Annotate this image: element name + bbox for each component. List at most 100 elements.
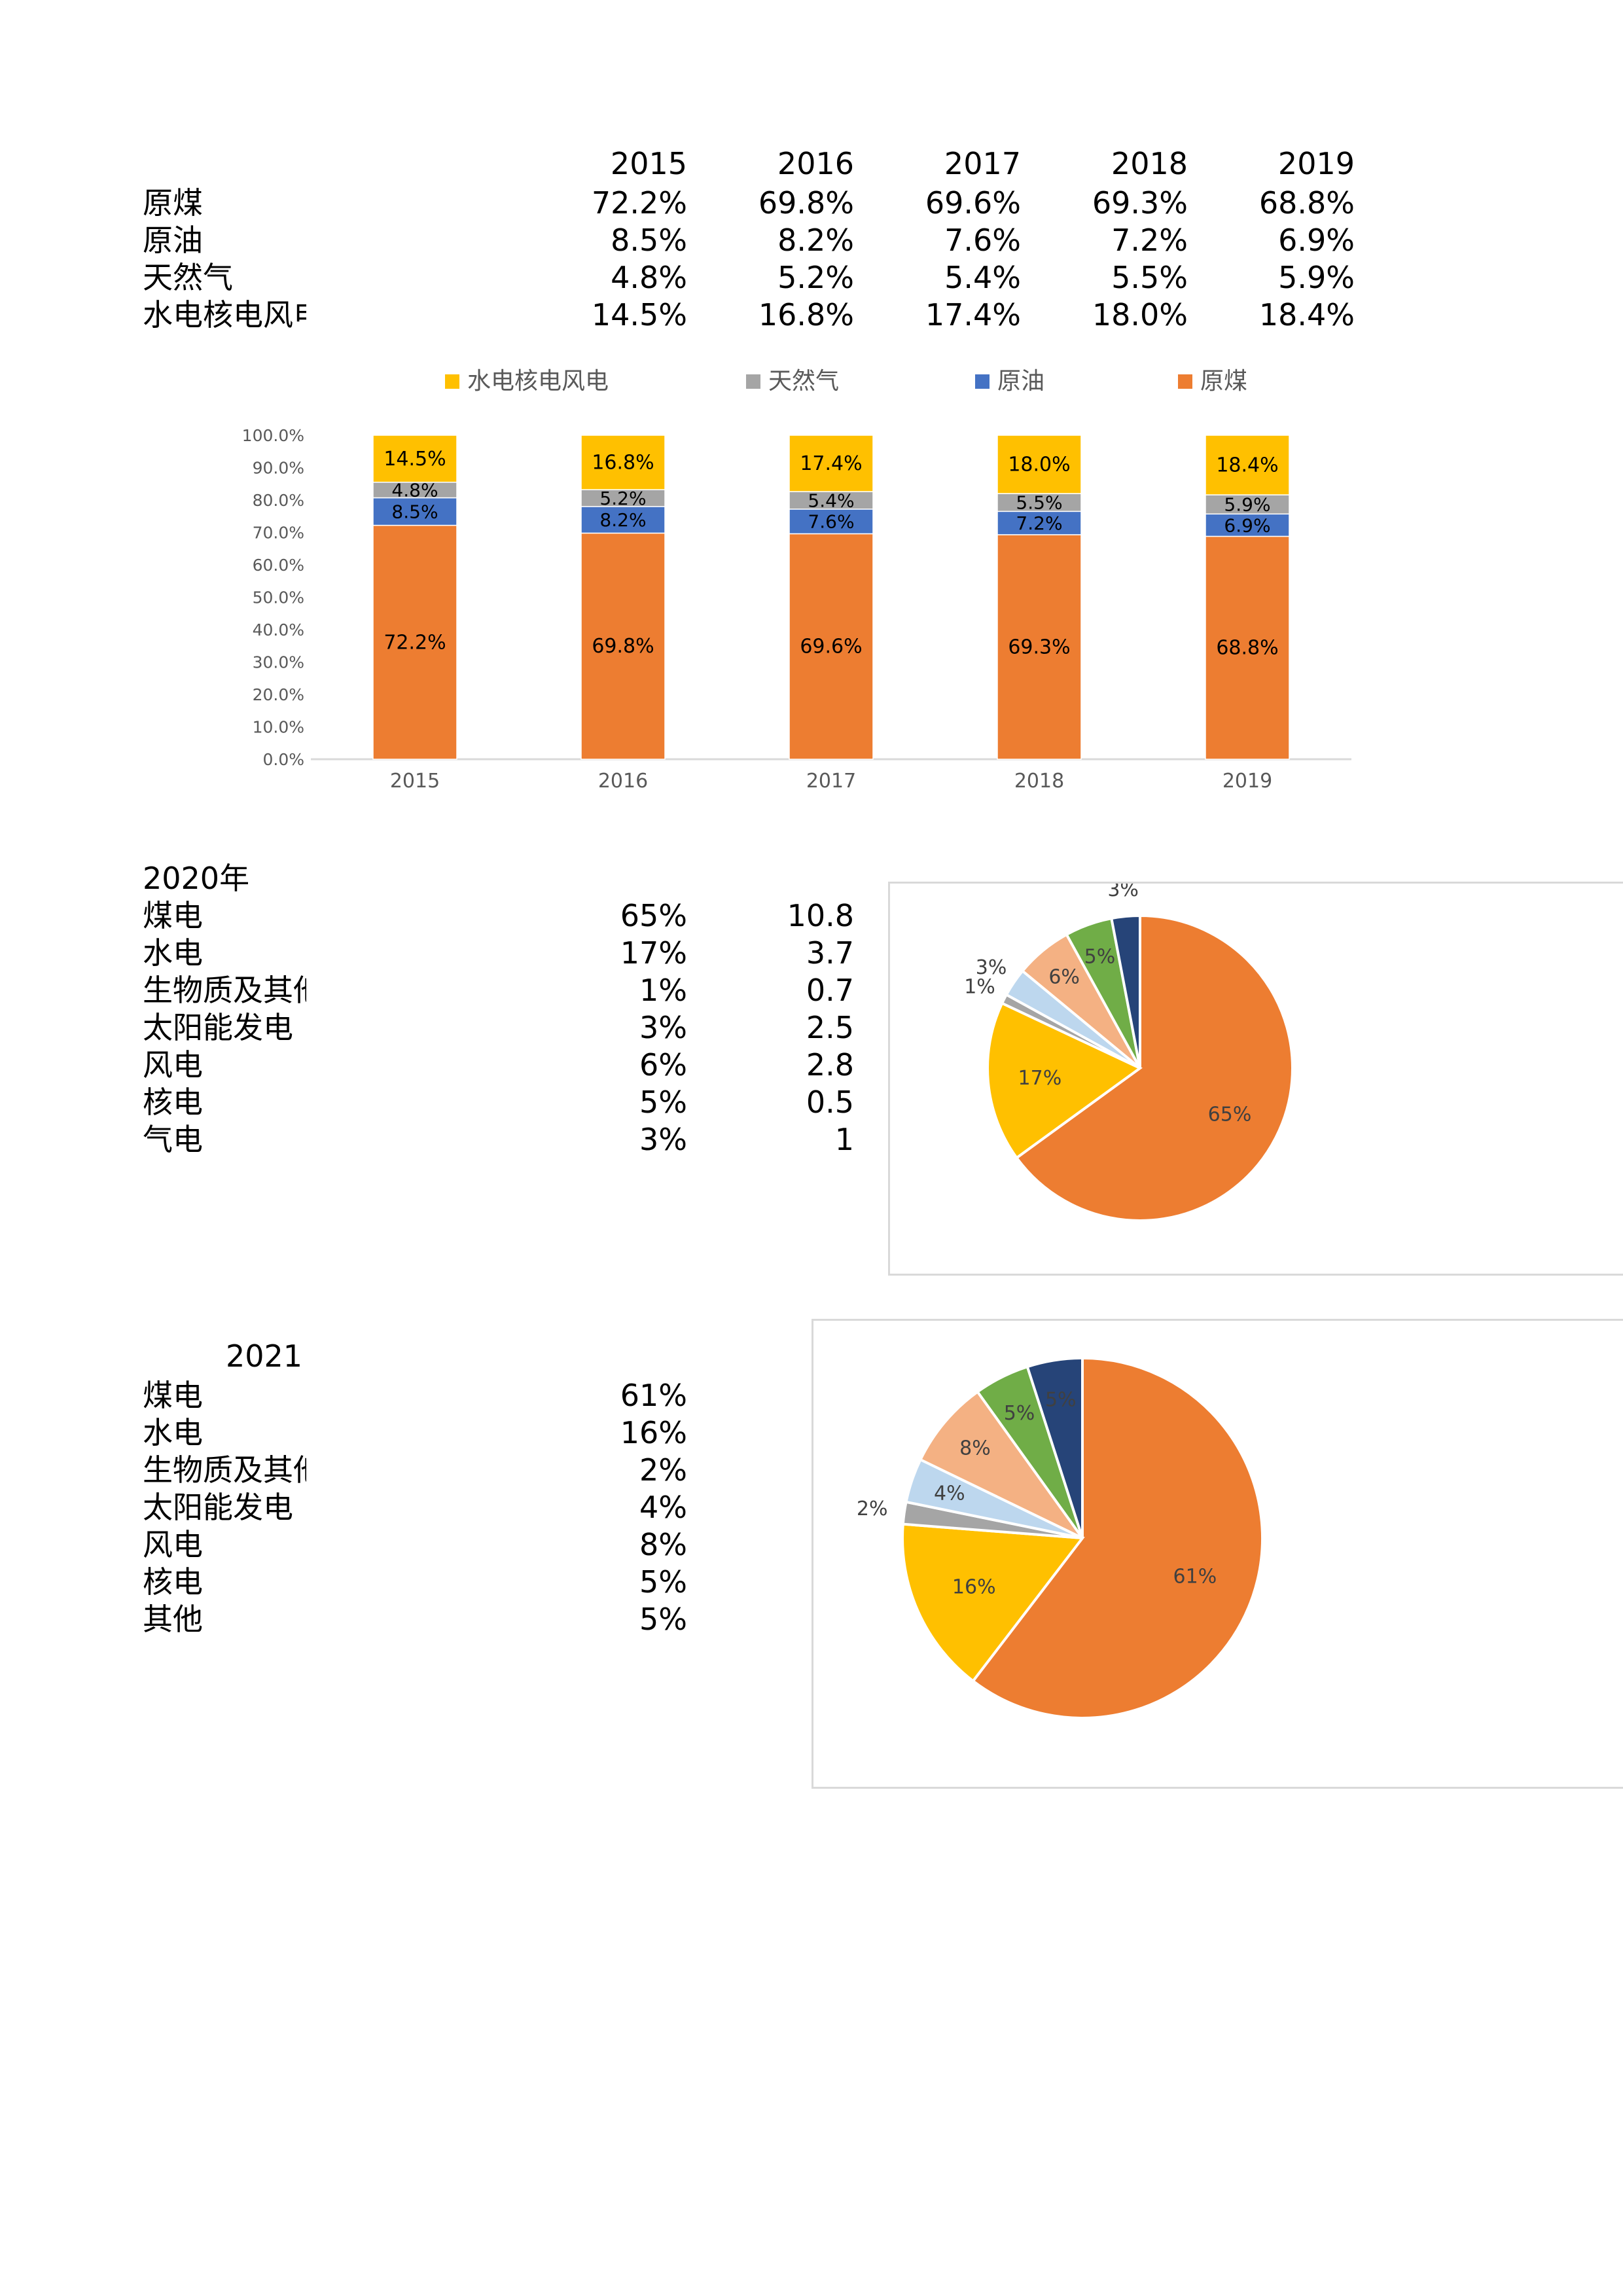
table1-cell: 68.8% [1258,185,1355,221]
bar-segment [580,506,666,534]
pie-data-label: 5% [1084,946,1116,969]
table2-val: 2.5 [806,1010,854,1045]
table2-val: 0.7 [806,973,854,1008]
table2-pct: 17% [620,935,687,971]
table2-val: 0.5 [806,1085,854,1120]
table1-cell: 7.2% [1111,223,1188,258]
bar-segment [372,524,457,760]
bar-segment [580,435,666,490]
table3-row-label: 核电 [143,1564,203,1600]
table2-row-label: 气电 [143,1122,203,1157]
table1-year-2015: 2015 [610,146,687,181]
pie-slice [1026,1356,1084,1539]
y-tick-label: 70.0% [253,524,304,543]
pie-data-label: 17% [1018,1067,1062,1090]
bar-data-label: 5.9% [1224,494,1270,516]
table1-cell: 8.2% [777,223,854,258]
bar-segment [1205,513,1290,537]
legend-swatch [445,374,459,389]
bar-segment [1205,435,1290,495]
table3-pct: 4% [639,1490,687,1525]
table2-val: 3.7 [806,935,854,971]
bar-segment [997,493,1082,512]
table1-cell: 14.5% [591,297,687,332]
table2-row-label: 太阳能发电 [143,1010,293,1045]
table3-pct: 5% [639,1602,687,1637]
bar-segment [789,509,874,535]
table1-cell: 4.8% [611,260,687,295]
y-tick-label: 60.0% [253,556,304,575]
table1-cell: 8.5% [611,223,687,258]
bar-segment [997,435,1082,494]
table2-val: 2.8 [806,1047,854,1083]
y-tick-label: 50.0% [253,588,304,607]
table1-year-2018: 2018 [1111,146,1188,181]
bar-segment [997,511,1082,535]
bar-segment [997,534,1082,760]
pie-2020-frame: 65% 17% 1% 3% 6% 5% 3% [888,882,1623,1276]
y-tick-label: 0.0% [262,750,304,769]
pie-data-label: 5% [1045,1389,1077,1412]
pie-data-label: 6% [1048,965,1080,988]
bar-segment [372,435,457,483]
pie-chart-2021: 61% 16% 2% 4% 8% 5% 5% [857,1356,1264,1719]
table3-title: 2021 [226,1338,303,1374]
table1-cell: 5.4% [944,260,1021,295]
table2-val: 10.8 [787,898,854,933]
y-tick-label: 20.0% [253,685,304,704]
table2-title: 2020年 [143,861,250,896]
table2-pct: 3% [639,1010,687,1045]
x-tick-label: 2016 [598,770,648,793]
pie-data-label: 3% [1107,884,1139,901]
bar-data-label: 7.2% [1016,512,1062,534]
bar-data-label: 72.2% [383,631,446,654]
pie-data-label: 5% [1004,1402,1035,1425]
pie-slice [971,1356,1264,1719]
x-tick-label: 2017 [806,770,856,793]
pie-data-label: 3% [976,956,1007,979]
table3-pct: 16% [620,1415,687,1450]
legend-label: 原油 [997,368,1044,395]
table1-year-2019: 2019 [1277,146,1355,181]
bar-data-label: 69.8% [592,635,654,658]
bar-segment [1205,535,1290,760]
pie-data-label: 8% [959,1437,991,1460]
pie-data-label: 61% [1173,1566,1217,1588]
table3-row-label: 生物质及其他 [143,1452,306,1488]
legend-swatch [746,374,760,389]
bar-data-label: 69.3% [1008,636,1070,658]
table1-year-2017: 2017 [944,146,1021,181]
legend-label: 天然气 [768,368,839,395]
table2-pct: 5% [639,1085,687,1120]
y-tick-label: 90.0% [253,459,304,478]
table1-cell: 7.6% [944,223,1021,258]
table3-row-label: 其他 [143,1602,203,1637]
table2-pct: 1% [639,973,687,1008]
pie-slice [918,1390,1084,1539]
table2-val: 1 [834,1122,854,1157]
pie-slice [1014,914,1294,1222]
bar-data-label: 18.0% [1008,454,1070,476]
table1-year-2016: 2016 [777,146,854,181]
bar-data-label: 14.5% [383,448,446,471]
table3-row-label: 煤电 [143,1378,203,1413]
x-tick-label: 2019 [1222,770,1272,793]
bar-data-label: 5.2% [599,488,646,509]
y-tick-label: 40.0% [253,620,304,639]
table3-pct: 8% [639,1527,687,1562]
table3-pct: 5% [639,1564,687,1600]
pie-data-label: 1% [964,976,995,999]
table1-cell: 69.6% [925,185,1021,221]
y-tick-label: 100.0% [242,426,304,445]
table1-cell: 18.4% [1258,297,1355,332]
table2-pct: 65% [620,898,687,933]
bar-data-label: 5.4% [808,490,854,511]
y-tick-label: 80.0% [253,491,304,510]
table3-row-label: 太阳能发电 [143,1490,293,1525]
bar-segment [580,489,666,507]
bar-segment [372,497,457,526]
table3-pct: 61% [620,1378,687,1413]
legend-swatch [1178,374,1192,389]
legend-label: 水电核电风电 [467,368,609,395]
table2-row-label: 风电 [143,1047,203,1083]
